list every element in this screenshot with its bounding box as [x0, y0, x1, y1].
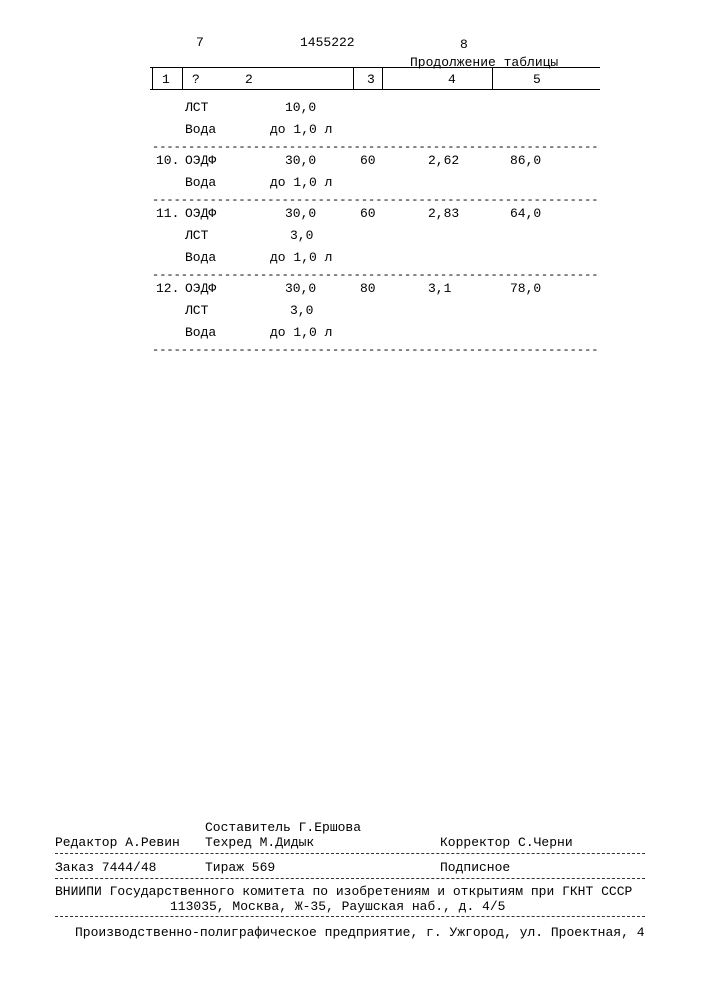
row-divider: ----------------------------------------… — [152, 140, 600, 154]
col-header-mark: ? — [192, 72, 200, 87]
cell-value: 64,0 — [510, 206, 541, 221]
footer-press: Производственно-полиграфическое предприя… — [75, 925, 645, 940]
cell-name: Вода — [185, 175, 216, 190]
cell-index: 12. — [156, 281, 179, 296]
col-header: 3 — [367, 72, 375, 87]
cell-value: 60 — [360, 206, 376, 221]
col-divider — [382, 67, 383, 89]
row-divider: ----------------------------------------… — [152, 268, 600, 282]
col-divider — [152, 67, 153, 89]
col-header: 5 — [533, 72, 541, 87]
page-number-left: 7 — [196, 35, 204, 50]
footer-addr: 113035, Москва, Ж-35, Раушская наб., д. … — [170, 899, 505, 914]
cell-name: ОЭДФ — [185, 206, 216, 221]
footer-corrector: Корректор С.Черни — [440, 835, 573, 850]
cell-value: до 1,0 л — [270, 122, 332, 137]
footer-tirazh: Тираж 569 — [205, 860, 275, 875]
cell-value: 2,83 — [428, 206, 459, 221]
page-number-right: 8 — [460, 37, 468, 52]
footer-order: Заказ 7444/48 — [55, 860, 156, 875]
cell-value: до 1,0 л — [270, 325, 332, 340]
cell-index: 11. — [156, 206, 179, 221]
footer-compiler: Составитель Г.Ершова — [205, 820, 361, 835]
cell-value: 3,0 — [290, 303, 313, 318]
col-divider — [182, 67, 183, 89]
row-divider: ----------------------------------------… — [152, 193, 600, 207]
col-header: 2 — [245, 72, 253, 87]
cell-name: Вода — [185, 122, 216, 137]
footer-subscr: Подписное — [440, 860, 510, 875]
col-divider — [492, 67, 493, 89]
page: 7 1455222 8 Продолжение таблицы 1 ? 2 3 … — [0, 0, 707, 1000]
cell-value: 10,0 — [285, 100, 316, 115]
cell-value: 60 — [360, 153, 376, 168]
footer-tech: Техред М.Дидык — [205, 835, 314, 850]
cell-name: Вода — [185, 250, 216, 265]
cell-name: Вода — [185, 325, 216, 340]
col-header: 1 — [162, 72, 170, 87]
cell-value: до 1,0 л — [270, 250, 332, 265]
footer-rule — [55, 916, 645, 917]
cell-name: ЛСТ — [185, 228, 208, 243]
row-divider: ----------------------------------------… — [152, 343, 600, 357]
cell-value: 86,0 — [510, 153, 541, 168]
cell-name: ОЭДФ — [185, 281, 216, 296]
cell-value: 30,0 — [285, 153, 316, 168]
cell-index: 10. — [156, 153, 179, 168]
cell-value: 78,0 — [510, 281, 541, 296]
col-header: 4 — [448, 72, 456, 87]
col-divider — [353, 67, 354, 89]
footer-org: ВНИИПИ Государственного комитета по изоб… — [55, 884, 632, 899]
patent-number: 1455222 — [300, 35, 355, 50]
footer-rule — [55, 878, 645, 879]
cell-value: 30,0 — [285, 281, 316, 296]
footer-rule — [55, 853, 645, 854]
table-head-rule — [150, 89, 600, 90]
table-top-rule — [150, 67, 600, 68]
cell-value: 2,62 — [428, 153, 459, 168]
cell-value: 30,0 — [285, 206, 316, 221]
cell-value: 3,1 — [428, 281, 451, 296]
cell-name: ОЭДФ — [185, 153, 216, 168]
cell-value: до 1,0 л — [270, 175, 332, 190]
cell-name: ЛСТ — [185, 303, 208, 318]
cell-value: 3,0 — [290, 228, 313, 243]
cell-value: 80 — [360, 281, 376, 296]
cell-name: ЛСТ — [185, 100, 208, 115]
footer-editor: Редактор А.Ревин — [55, 835, 180, 850]
